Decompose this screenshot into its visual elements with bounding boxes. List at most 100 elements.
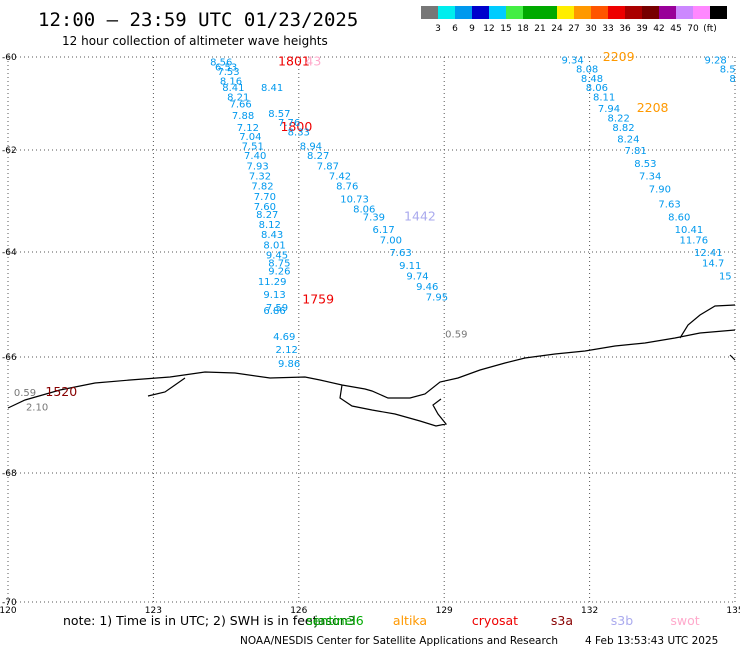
wave-height-label: 7.76 [278, 118, 300, 129]
wave-height-label: 7.53 [217, 67, 239, 78]
colorbar-swatch [557, 6, 574, 19]
wave-height-label: 7.66 [230, 100, 252, 111]
colorbar-label: 30 [585, 24, 597, 34]
y-tick-label: -62 [2, 146, 17, 156]
wave-height-label: 9.34 [562, 55, 584, 66]
wave-height-label: 8.94 [300, 141, 322, 152]
wave-height-label: 8.75 [268, 259, 290, 270]
wave-height-label: 11.29 [258, 277, 287, 288]
colorbar-swatch [438, 6, 455, 19]
wave-height-label: 8.21 [227, 93, 249, 104]
data-points: 1801180017594314422209220815208.566.537.… [14, 49, 736, 413]
wave-height-label: 8.16 [220, 76, 242, 87]
legend-altika: altika [393, 613, 427, 628]
wave-height-label: 11.76 [679, 235, 708, 246]
chart-title: 12:00 – 23:59 UTC 01/23/2025 [38, 9, 358, 31]
colorbar-label: 12 [483, 24, 494, 34]
pass-time-label: 1520 [45, 384, 77, 399]
colorbar-label: 45 [670, 24, 681, 34]
coastline [7, 304, 736, 427]
colorbar-swatch [625, 6, 642, 19]
wave-height-label: 8.08 [576, 65, 598, 76]
pass-time-label: 1801 [278, 54, 310, 69]
wave-height-label: 7.87 [317, 161, 339, 172]
wave-height-label: 7.59 [266, 303, 288, 314]
wave-height-label: 8.41 [261, 83, 283, 94]
wave-height-label: 7.93 [246, 161, 268, 172]
colorbar-swatch [693, 6, 710, 19]
y-tick-label: -70 [2, 598, 17, 608]
footer-note: note: 1) Time is in UTC; 2) SWH is in fe… [63, 613, 318, 628]
wave-height-label: 8.41 [222, 83, 244, 94]
wave-height-label: 7.82 [251, 182, 273, 193]
wave-height-label: 9.46 [416, 282, 438, 293]
colorbar-label: 21 [534, 24, 545, 34]
y-tick-label: -60 [2, 53, 17, 63]
y-tick-label: -68 [2, 469, 17, 479]
wave-height-label: 10.73 [340, 194, 369, 205]
wave-height-label: 8.01 [263, 240, 285, 251]
wave-height-label: 8.56 [210, 58, 232, 69]
wave-height-label: 2.12 [276, 345, 298, 356]
wave-height-label: 7.81 [625, 146, 647, 157]
wave-height-label: 8.24 [617, 134, 639, 145]
colorbar-label: (ft) [703, 24, 717, 34]
legend-swot: swot [670, 613, 699, 628]
wave-height-label: 7.00 [380, 235, 402, 246]
wave-height-label: 8.27 [256, 210, 278, 221]
wave-height-label: 8.11 [593, 93, 615, 104]
coastline-path [7, 304, 736, 427]
wave-height-label: 8.06 [586, 83, 608, 94]
legend-jason3: jason3 [313, 613, 355, 628]
wave-height-label: 9.74 [406, 272, 428, 283]
pass-time-label: 1759 [302, 291, 334, 306]
pass-time-label: 1800 [280, 119, 312, 134]
pass-time-label: 43 [305, 54, 321, 69]
wave-height-label: 8.48 [581, 74, 603, 85]
wave-height-label: 2.10 [26, 402, 48, 413]
colorbar-label: 39 [636, 24, 648, 34]
colorbar-swatch [642, 6, 659, 19]
wave-height-label: 8.53 [634, 159, 656, 170]
wave-height-label: 14.7 [702, 259, 724, 270]
wave-height-label: 8.5 [720, 65, 736, 76]
colorbar-swatch [489, 6, 506, 19]
legend-s3b: s3b [611, 613, 633, 628]
wave-height-label: 7.12 [237, 123, 259, 134]
wave-height-label: 0.59 [14, 388, 36, 399]
colorbar-swatch [659, 6, 676, 19]
wave-height-label: 15 [719, 272, 732, 283]
wave-height-label: 6.17 [372, 225, 394, 236]
wave-height-label: 9.11 [399, 261, 421, 272]
colorbar-swatch [591, 6, 608, 19]
wave-height-label: 9.13 [263, 290, 285, 301]
wave-height-label: 7.04 [239, 132, 261, 143]
colorbar-swatch [523, 6, 540, 19]
y-tick-label: -66 [2, 353, 17, 363]
x-tick-label: 126 [290, 606, 307, 616]
wave-height-label: 8.60 [668, 212, 690, 223]
legend-cryosat: cryosat [472, 613, 518, 628]
x-tick-label: 123 [145, 606, 162, 616]
wave-height-label: 6.86 [263, 306, 285, 317]
plot-grid: 120 123 126 129 132 135 -60 -62 -64 -66 -68 -70 [0, 53, 740, 616]
colorbar-swatch [455, 6, 472, 19]
footer-date: 4 Feb 13:53:43 UTC 2025 [585, 635, 718, 647]
wave-height-label: 8.12 [259, 220, 281, 231]
colorbar-swatch [506, 6, 523, 19]
wave-height-label: 7.34 [639, 172, 661, 183]
wave-height-label: 7.60 [254, 202, 276, 213]
wave-height-label: 7.63 [658, 200, 680, 211]
wave-height-label: 7.51 [242, 141, 264, 152]
wave-height-label: 7.70 [254, 192, 276, 203]
wave-height-label: 7.42 [329, 172, 351, 183]
colorbar-label: 70 [687, 24, 699, 34]
colorbar-legend: 3 6 9 12 15 18 21 24 27 30 33 36 39 42 45 70 (ft) [421, 6, 727, 34]
x-tick-label: 129 [436, 606, 453, 616]
y-tick-label: -64 [2, 248, 17, 258]
colorbar-label: 36 [619, 24, 631, 34]
colorbar-swatch [710, 6, 727, 19]
colorbar-swatch [676, 6, 693, 19]
